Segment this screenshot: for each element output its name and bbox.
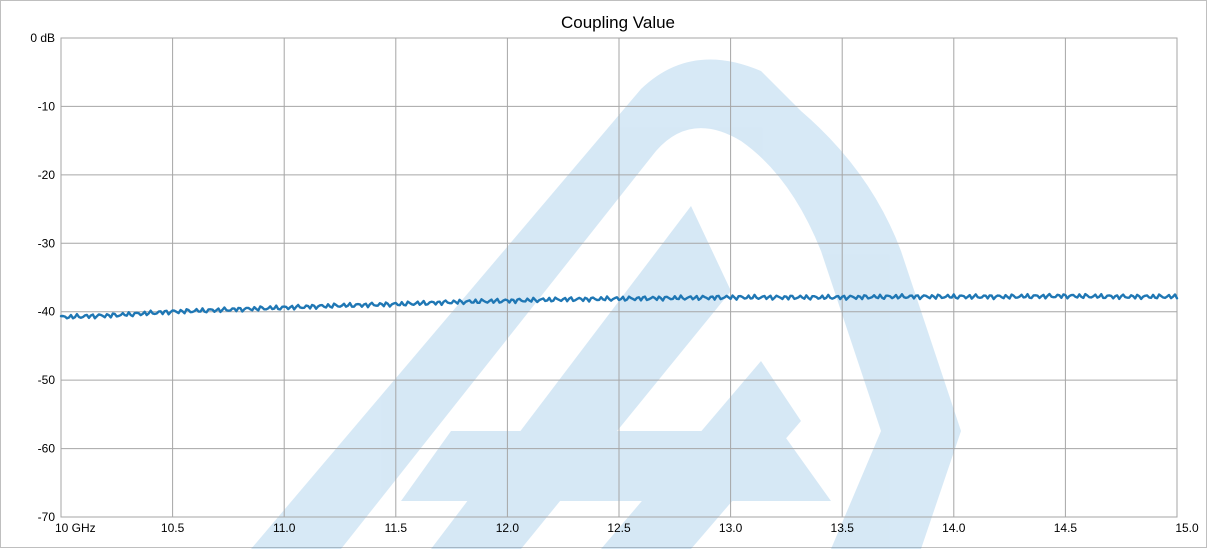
y-tick-label: -20 — [38, 168, 56, 182]
y-tick-label: 0 dB — [30, 31, 55, 45]
watermark-inner-stroke — [431, 206, 731, 549]
y-tick-label: -40 — [38, 305, 56, 319]
x-tick-label: 10.5 — [161, 521, 185, 535]
x-tick-label: 13.0 — [719, 521, 743, 535]
watermark-outer-stroke — [251, 59, 961, 549]
x-tick-label: 14.5 — [1054, 521, 1078, 535]
x-tick-label: 11.5 — [385, 521, 408, 535]
y-axis-tick-labels: 0 dB -10 -20 -30 -40 -50 -60 -70 — [30, 31, 55, 524]
x-tick-label: 14.0 — [942, 521, 966, 535]
plot-area-rect — [60, 37, 1178, 518]
x-tick-label: 13.5 — [831, 521, 855, 535]
x-tick-label: 15.0 — [1175, 521, 1199, 535]
x-tick-label: 12.0 — [496, 521, 520, 535]
chart-gridlines — [60, 37, 1178, 518]
x-tick-label: 12.5 — [607, 521, 631, 535]
y-tick-label: -10 — [38, 99, 56, 113]
y-tick-label: -60 — [38, 442, 56, 456]
chart-title: Coupling Value — [561, 13, 675, 32]
x-axis-tick-labels: 10 GHz 10.5 11.0 11.5 12.0 12.5 13.0 13.5 14.0 14… — [55, 521, 1199, 535]
coupling-series-line — [59, 292, 1179, 320]
watermark-base — [401, 431, 831, 501]
y-tick-label: -50 — [38, 373, 56, 387]
x-tick-label: 11.0 — [273, 521, 296, 535]
y-tick-label: -30 — [38, 236, 56, 250]
y-tick-label: -70 — [38, 510, 56, 524]
x-tick-label: 10 GHz — [55, 521, 96, 535]
plot-area-border — [60, 37, 1178, 518]
watermark-bar — [601, 361, 801, 549]
